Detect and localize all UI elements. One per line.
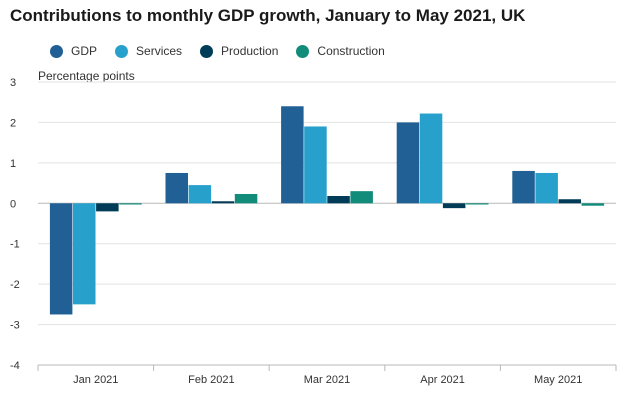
bar-production-feb-2021 (211, 201, 235, 204)
y-tick-label: 1 (10, 158, 16, 170)
bar-production-may-2021 (558, 199, 581, 204)
bar-production-mar-2021 (327, 196, 350, 204)
legend-label-gdp: GDP (71, 44, 98, 58)
bar-services-jan-2021 (73, 203, 96, 305)
legend-label-services: Services (136, 44, 183, 58)
bar-gdp-may-2021 (512, 170, 535, 204)
legend-item-services: Services (115, 44, 182, 58)
bar-gdp-apr-2021 (396, 122, 420, 204)
bar-services-feb-2021 (188, 185, 212, 204)
bar-production-jan-2021 (96, 203, 119, 212)
bar-gdp-mar-2021 (281, 106, 304, 204)
x-tick-label: Feb 2021 (188, 374, 234, 386)
bar-construction-jan-2021 (119, 203, 142, 205)
legend-item-gdp: GDP (50, 44, 97, 58)
y-tick-label: -4 (10, 360, 20, 372)
bar-construction-feb-2021 (234, 193, 258, 204)
legend: GDP Services Production Construction (50, 44, 385, 58)
bar-gdp-feb-2021 (165, 172, 188, 204)
chart-title: Contributions to monthly GDP growth, Jan… (10, 6, 526, 25)
y-tick-label: 0 (10, 198, 16, 210)
legend-label-production: Production (221, 44, 279, 58)
bar-construction-mar-2021 (350, 191, 373, 204)
legend-swatch-production (200, 44, 214, 58)
x-tick-label: Jan 2021 (73, 374, 118, 386)
legend-swatch-services (115, 44, 129, 58)
y-tick-label: 3 (10, 77, 16, 89)
bar-production-apr-2021 (442, 203, 466, 209)
x-tick-label: May 2021 (534, 374, 582, 386)
bar-services-may-2021 (535, 172, 558, 204)
y-tick-label: 2 (10, 117, 16, 129)
bar-services-mar-2021 (304, 126, 327, 204)
bar-construction-may-2021 (581, 203, 605, 206)
bar-construction-apr-2021 (466, 203, 489, 205)
bar-gdp-jan-2021 (49, 203, 73, 315)
legend-item-construction: Construction (296, 44, 385, 58)
y-tick-label: -1 (10, 239, 20, 251)
y-tick-label: -3 (10, 320, 20, 332)
x-tick-label: Apr 2021 (420, 374, 465, 386)
y-axis-label: Percentage points (38, 69, 135, 83)
bar-services-apr-2021 (419, 113, 443, 204)
x-tick-label: Mar 2021 (304, 374, 350, 386)
legend-swatch-gdp (50, 44, 63, 58)
legend-item-production: Production (200, 44, 278, 58)
legend-swatch-construction (296, 44, 310, 58)
legend-label-construction: Construction (317, 44, 385, 58)
y-tick-label: -2 (10, 279, 20, 291)
